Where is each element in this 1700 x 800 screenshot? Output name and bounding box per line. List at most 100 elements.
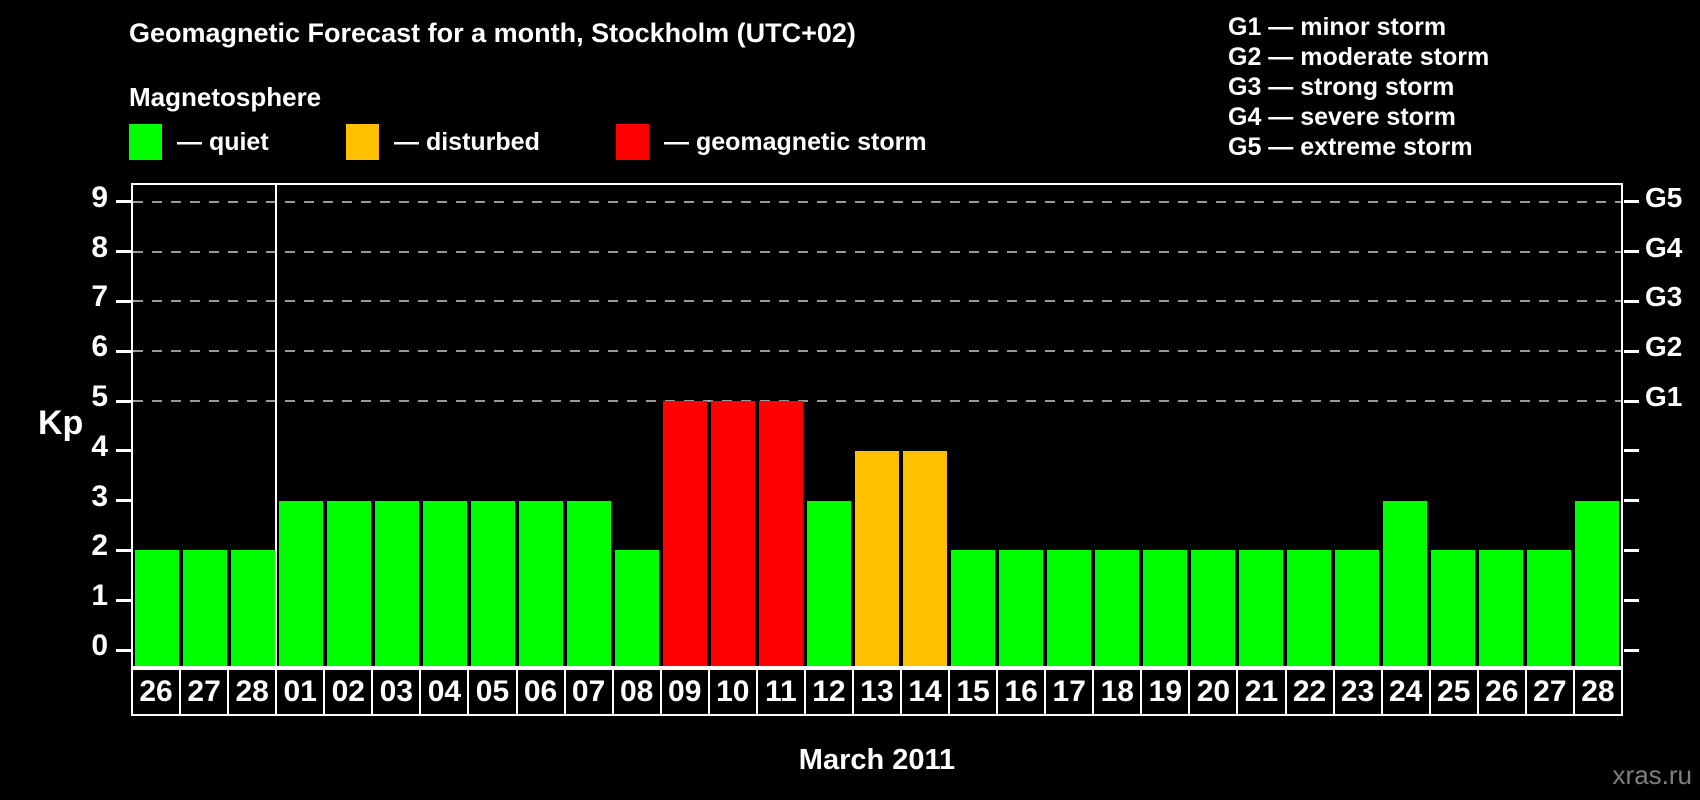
bar-day-02-kp3 (327, 500, 371, 666)
day-label-7-05: 05 (467, 668, 518, 716)
day-label-12-10: 10 (707, 668, 758, 716)
y-tick-left-4 (116, 449, 131, 453)
day-label-2-28: 28 (227, 668, 278, 716)
day-label-27-25: 25 (1428, 668, 1479, 716)
bar-column-23 (1333, 185, 1381, 666)
day-label-16-14: 14 (900, 668, 951, 716)
bar-day-27-kp2 (183, 550, 227, 666)
y-tick-left-1 (116, 598, 131, 602)
bar-day-08-kp2 (615, 550, 659, 666)
right-axis-label-G2: G2 (1645, 331, 1683, 363)
bar-column-02 (325, 185, 373, 666)
legend-item-quiet: — quiet (129, 124, 269, 160)
right-axis-label-G3: G3 (1645, 281, 1683, 313)
bar-day-21-kp2 (1239, 550, 1283, 666)
bar-column-28 (229, 185, 277, 666)
bar-column-03 (373, 185, 421, 666)
y-tick-label-7: 7 (91, 280, 108, 314)
quiet-color-swatch (129, 124, 162, 160)
storm-scale-line-1: G1 — minor storm (1228, 13, 1447, 41)
bar-column-10 (709, 185, 757, 666)
y-axis-title: Kp (38, 404, 84, 442)
bar-column-21 (1237, 185, 1285, 666)
y-tick-right-1 (1624, 598, 1639, 602)
month-separator-line (275, 185, 277, 666)
gridline-kp6 (133, 350, 1621, 353)
disturbed-color-swatch (346, 124, 379, 160)
bar-column-26 (133, 185, 181, 666)
day-label-25-23: 23 (1332, 668, 1383, 716)
bar-day-28-kp3 (1575, 500, 1619, 666)
y-tick-right-4 (1624, 449, 1639, 453)
y-tick-label-9: 9 (91, 180, 108, 214)
y-tick-label-6: 6 (91, 330, 108, 364)
bar-column-01 (277, 185, 325, 666)
day-label-24-22: 22 (1284, 668, 1335, 716)
bar-column-16 (997, 185, 1045, 666)
day-label-21-19: 19 (1140, 668, 1191, 716)
y-tick-left-2 (116, 548, 131, 552)
bars-layer (133, 185, 1621, 666)
bar-day-26-kp2 (135, 550, 179, 666)
y-tick-right-7 (1624, 299, 1639, 303)
bar-column-27 (181, 185, 229, 666)
bar-day-03-kp3 (375, 500, 419, 666)
right-axis-label-G4: G4 (1645, 231, 1683, 263)
day-label-29-27: 27 (1524, 668, 1575, 716)
day-label-5-03: 03 (371, 668, 422, 716)
y-tick-right-3 (1624, 499, 1639, 503)
day-label-14-12: 12 (803, 668, 854, 716)
y-tick-left-0 (116, 648, 131, 652)
day-label-6-04: 04 (419, 668, 470, 716)
bar-day-06-kp3 (519, 500, 563, 666)
y-tick-right-0 (1624, 648, 1639, 652)
legend-item-storm: — geomagnetic storm (616, 124, 927, 160)
y-tick-label-4: 4 (91, 429, 108, 463)
day-label-0-26: 26 (131, 668, 182, 716)
bar-day-04-kp3 (423, 500, 467, 666)
bar-column-06 (517, 185, 565, 666)
day-label-row: 26 27 28 01 02 03 04 05 06 07 08 09 10 11 12 13 14 15 16 17… (131, 668, 1623, 716)
storm-scale-line-2: G2 — moderate storm (1228, 43, 1490, 71)
bar-column-04 (421, 185, 469, 666)
legend-item-disturbed: — disturbed (346, 124, 540, 160)
bar-day-20-kp2 (1191, 550, 1235, 666)
bar-column-07 (565, 185, 613, 666)
y-tick-label-0: 0 (91, 629, 108, 662)
bar-day-07-kp3 (567, 500, 611, 666)
chart-title: Geomagnetic Forecast for a month, Stockh… (129, 18, 856, 48)
day-label-13-11: 11 (755, 668, 806, 716)
x-axis-title: March 2011 (798, 744, 956, 776)
bar-column-26 (1477, 185, 1525, 666)
day-label-23-21: 21 (1236, 668, 1287, 716)
watermark: xras.ru (1612, 760, 1692, 790)
y-tick-left-7 (116, 299, 131, 303)
bar-day-25-kp2 (1431, 550, 1475, 666)
bar-column-20 (1189, 185, 1237, 666)
day-label-26-24: 24 (1380, 668, 1431, 716)
bar-column-09 (661, 185, 709, 666)
storm-scale-line-4: G4 — severe storm (1228, 103, 1456, 131)
y-tick-left-6 (116, 349, 131, 353)
gridline-kp9 (133, 200, 1621, 203)
magnetosphere-label: Magnetosphere (129, 82, 322, 112)
plot-area (131, 183, 1623, 668)
y-tick-left-9 (116, 200, 131, 204)
bar-column-28 (1573, 185, 1621, 666)
bar-day-09-kp5 (663, 401, 707, 666)
bar-column-24 (1381, 185, 1429, 666)
y-tick-right-9 (1624, 200, 1639, 204)
storm-scale-line-3: G3 — strong storm (1228, 73, 1455, 101)
bar-column-19 (1141, 185, 1189, 666)
bar-column-13 (853, 185, 901, 666)
bar-column-08 (613, 185, 661, 666)
y-tick-right-8 (1624, 250, 1639, 254)
bar-day-05-kp3 (471, 500, 515, 666)
day-label-17-15: 15 (948, 668, 999, 716)
y-tick-left-5 (116, 399, 131, 403)
bar-column-11 (757, 185, 805, 666)
day-label-4-02: 02 (323, 668, 374, 716)
day-label-3-01: 01 (275, 668, 326, 716)
bar-day-19-kp2 (1143, 550, 1187, 666)
bar-day-26-kp2 (1479, 550, 1523, 666)
